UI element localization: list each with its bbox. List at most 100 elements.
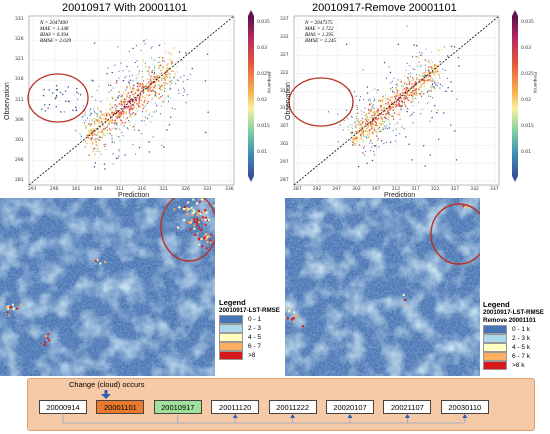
date-box: 20010917 [153,400,202,414]
scatter-point [122,91,124,93]
scatter-point [388,113,390,116]
scatter-point [388,104,390,106]
scatter-point [97,138,99,140]
scatter-point [142,88,145,91]
scatter-point [374,110,375,112]
scatter-point [412,90,414,92]
scatter-point [124,107,126,109]
hotspot-pixel [96,259,99,261]
hotspot-pixel [301,325,304,328]
hotspot-pixel [205,247,208,250]
scatter-point [142,80,144,82]
scatter-point [360,119,362,122]
scatter-point [95,141,97,143]
scatter-point [353,137,355,139]
scatter-point [97,120,99,122]
scatter-point [173,77,175,79]
scatter-point [142,84,144,86]
scatter-point [41,108,43,110]
scatter-point [355,126,357,129]
hotspot-pixel [104,260,107,263]
colorbar-arrow-left [248,176,254,182]
scatter-point [111,98,113,100]
scatter-point [133,114,136,116]
scatter-point [182,95,184,97]
scatter-point [96,121,98,122]
scatter-point [374,154,375,156]
scatter-point [95,133,97,135]
legend-label: 6 - 7 k [512,353,531,360]
scatter-point [172,107,173,109]
scatter-point [132,104,134,106]
scatter-point [122,112,124,114]
x-tick-label: 311 [115,187,125,192]
scatter-point [371,122,374,125]
scatter-point [154,92,156,94]
scatter-point [131,74,133,76]
scatter-point [165,82,167,84]
scatter-point [106,73,108,75]
scatter-point [356,105,358,107]
scatter-point [391,114,393,116]
scatter-point [150,47,152,49]
scatter-point [149,113,151,115]
scatter-point [126,86,128,88]
scatter-point [116,128,118,129]
scatter-point [370,149,372,151]
scatter-point [154,81,156,83]
scatter-point [171,80,172,82]
stat-rmse: RMSE = 2.245 [305,38,337,45]
scatter-point [155,78,157,80]
scatter-point [114,127,116,129]
scatter-point [351,124,353,126]
scatter-point [115,123,117,125]
scatter-point [143,107,145,109]
scatter-point [91,137,93,139]
hotspot-pixel [462,205,465,208]
scatter-point [113,111,115,114]
scatter-point [128,81,130,83]
scatter-point [156,92,158,94]
scatter-point [121,109,124,111]
scatter-point [382,95,384,98]
scatter-point [177,79,178,81]
scatter-point [439,77,441,79]
scatter-point [406,91,409,93]
scatter-point [399,113,401,115]
scatter-point [415,82,417,84]
scatter-point [137,82,139,85]
scatter-point [354,122,356,123]
scatter-point [162,77,164,79]
scatter-point [147,117,149,119]
scatter-point [186,94,188,96]
scatter-point [126,93,128,96]
scatter-point [396,89,398,91]
scatter-point [103,144,105,146]
scatter-point [395,84,397,85]
scatter-point [103,163,106,165]
scatter-point [403,119,405,121]
scatter-point [372,132,374,134]
scatter-point [111,72,113,74]
scatter-point [355,118,357,120]
scatter-point [157,77,159,79]
scatter-point [432,65,434,67]
scatter-point [146,103,148,105]
scatter-point [406,110,408,113]
y-tick-label: 332 [280,34,289,40]
scatter-point [404,97,406,99]
scatter-point [154,90,156,93]
hotspot-pixel [178,206,181,209]
scatter-point [425,79,427,82]
scatter-point [132,91,134,92]
scatter-point [125,105,128,108]
scatter-point [392,90,394,93]
scatter-point [76,91,78,93]
scatter-point [440,83,441,85]
scatter-point [133,84,135,87]
scatter-point [138,93,140,96]
scatter-point [412,98,414,100]
scatter-point [399,93,402,95]
scatter-point [109,133,111,135]
scatter-point [430,68,432,70]
